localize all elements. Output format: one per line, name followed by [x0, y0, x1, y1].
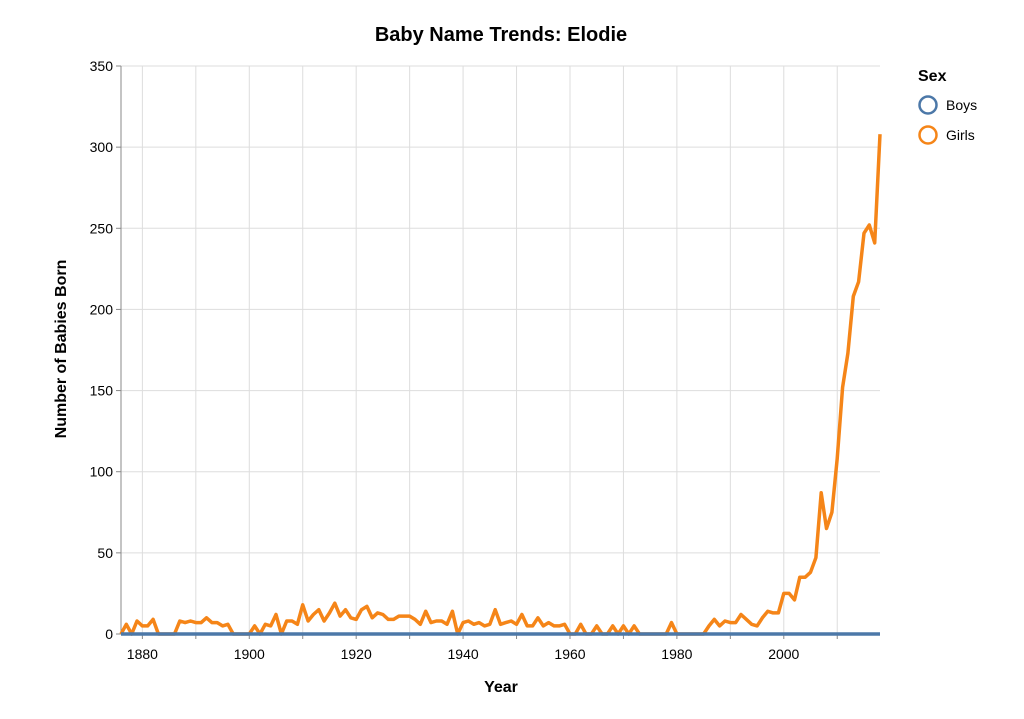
y-tick-label: 50 [97, 545, 113, 561]
y-tick-label: 100 [90, 464, 114, 480]
legend-label-boys: Boys [946, 97, 977, 113]
x-tick-label: 1980 [661, 646, 692, 662]
y-tick-label: 0 [105, 626, 113, 642]
legend-symbol-girls [918, 125, 938, 145]
y-axis-title: Number of Babies Born [53, 260, 70, 439]
y-tick-label: 350 [90, 58, 114, 74]
x-tick-label: 1960 [554, 646, 585, 662]
axis-layer: 0 50 100 150 200 250 300 350 1880 1900 1920 1940 196… [90, 58, 880, 662]
x-tick-label: 2000 [768, 646, 799, 662]
x-tick-label: 1920 [341, 646, 372, 662]
x-tick-label: 1940 [448, 646, 479, 662]
x-tick-label: 1880 [127, 646, 158, 662]
x-tick-label: 1900 [234, 646, 265, 662]
y-tick-label: 200 [90, 301, 114, 317]
series-layer [119, 134, 882, 636]
y-tick-label: 300 [90, 139, 114, 155]
legend-title: Sex [918, 68, 947, 85]
series-line-girls [119, 134, 882, 636]
legend-symbol-boys [918, 95, 938, 115]
y-tick-label: 250 [90, 220, 114, 236]
legend-label-girls: Girls [946, 127, 975, 143]
y-tick-label: 150 [90, 383, 114, 399]
x-axis-title: Year [484, 679, 518, 696]
chart-title: Baby Name Trends: Elodie [375, 24, 627, 46]
legend: Sex Boys Girls [918, 68, 977, 145]
grid-layer [121, 65, 880, 635]
